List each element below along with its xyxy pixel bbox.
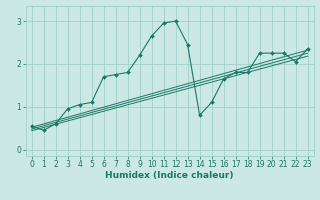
X-axis label: Humidex (Indice chaleur): Humidex (Indice chaleur) (105, 171, 234, 180)
